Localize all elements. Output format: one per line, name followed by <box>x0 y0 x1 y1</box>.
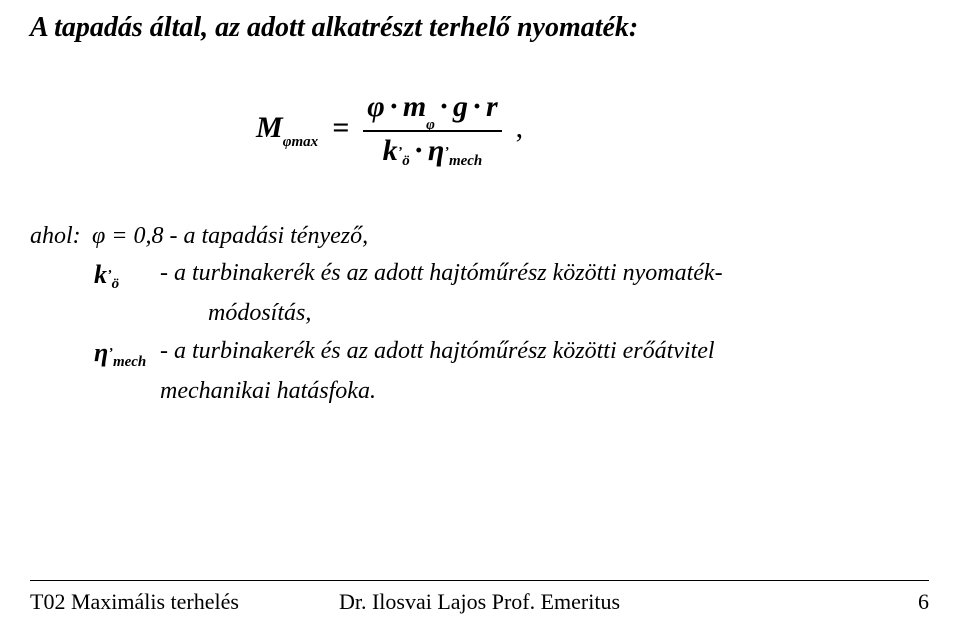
eq-den-eta-sub: mech <box>449 153 482 169</box>
eq-den-k-sub: ö <box>402 153 410 169</box>
eq-denominator: k’ö·η’mech <box>379 134 487 167</box>
eq-den-eta: η <box>428 134 444 167</box>
def-k-sub: ö <box>112 276 120 292</box>
def-row-eta: η’mech - a turbinakerék és az adott hajt… <box>30 333 723 373</box>
def-eta-text2: mechanikai hatásfoka. <box>160 373 376 410</box>
eq-num-g: g <box>453 90 468 123</box>
eq-num-r: r <box>486 90 498 123</box>
def-eta-sub: mech <box>113 354 146 370</box>
def-eta-text: - a turbinakerék és az adott hajtóműrész… <box>160 333 715 370</box>
eq-lhs-sub: φmax <box>283 134 318 151</box>
page-title: A tapadás által, az adott alkatrészt ter… <box>30 12 638 44</box>
def-k-symbol: k’ö <box>92 255 160 295</box>
eq-dot: · <box>385 90 403 123</box>
eq-dot: · <box>435 90 453 123</box>
eq-num-m-sub: φ <box>426 117 435 133</box>
def-eta-symbol: η’mech <box>92 333 160 373</box>
equation: Mφmax = φ·mφ·g·r k’ö·η’mech , <box>256 90 523 167</box>
eq-trailing-comma: , <box>516 111 524 145</box>
eq-dot: · <box>410 134 428 167</box>
def-k-sym: k <box>94 260 107 289</box>
eq-lhs: Mφmax <box>256 111 318 145</box>
def-row-k: k’ö - a turbinakerék és az adott hajtómű… <box>30 255 723 295</box>
def-row-k2: módosítás, <box>30 295 723 332</box>
def-ahol: ahol: <box>30 218 92 255</box>
eq-num-m: m <box>403 90 426 123</box>
footer-center: Dr. Ilosvai Lajos Prof. Emeritus <box>30 589 929 615</box>
eq-den-k: k <box>383 134 398 167</box>
def-phi-text: φ = 0,8 - a tapadási tényező, <box>92 218 368 255</box>
page: A tapadás által, az adott alkatrészt ter… <box>0 0 959 629</box>
eq-lhs-symbol: M <box>256 111 283 145</box>
eq-num-phi: φ <box>367 90 385 123</box>
def-k-text: - a turbinakerék és az adott hajtóműrész… <box>160 255 723 292</box>
definitions-block: ahol: φ = 0,8 - a tapadási tényező, k’ö … <box>30 218 723 410</box>
def-k-prime: ’ <box>107 268 112 283</box>
eq-equals: = <box>332 111 349 145</box>
eq-dot: · <box>468 90 486 123</box>
def-row-eta2: mechanikai hatásfoka. <box>30 373 723 410</box>
def-eta-sym: η <box>94 338 108 367</box>
footer: T02 Maximális terhelés Dr. Ilosvai Lajos… <box>30 589 929 615</box>
eq-fraction: φ·mφ·g·r k’ö·η’mech <box>363 90 501 167</box>
footer-divider <box>30 580 929 581</box>
eq-numerator: φ·mφ·g·r <box>363 90 501 128</box>
def-k-text2: módosítás, <box>160 295 311 332</box>
def-row-phi: ahol: φ = 0,8 - a tapadási tényező, <box>30 218 723 255</box>
